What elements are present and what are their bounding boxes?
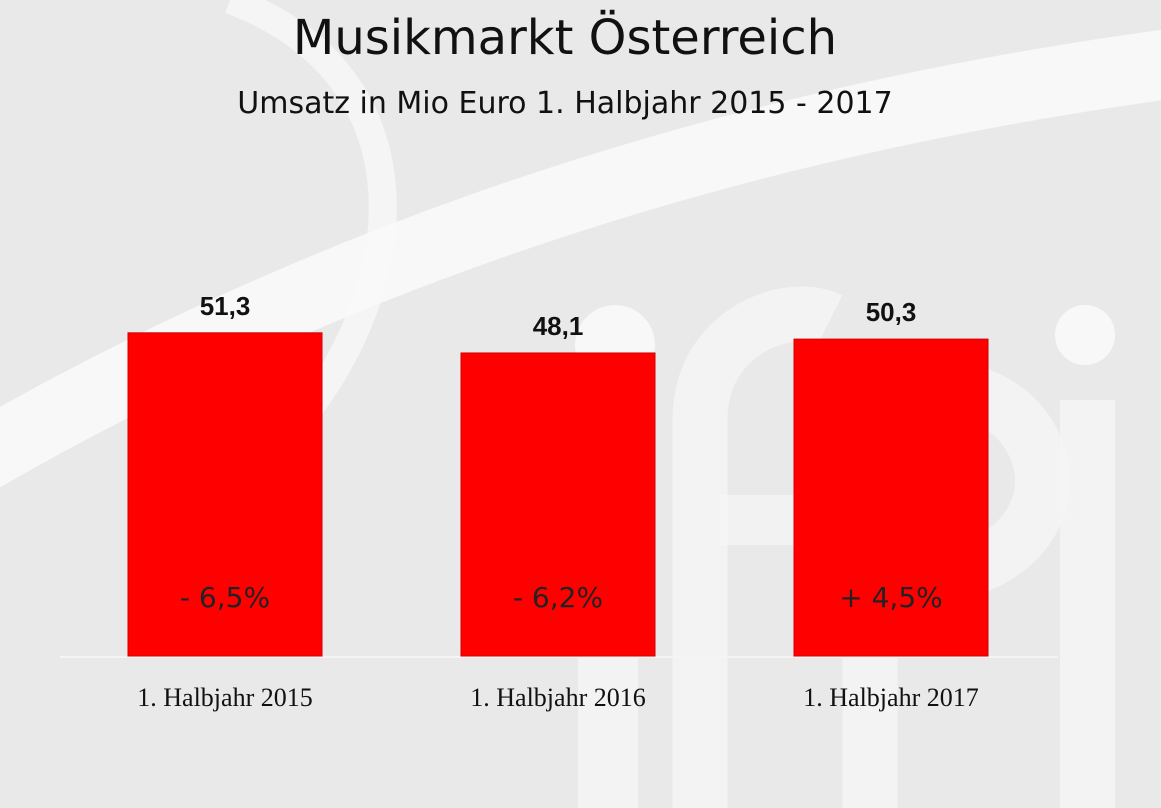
bar [460, 352, 656, 657]
bar-change-label: - 6,2% [513, 581, 603, 614]
bar-change-label: - 6,5% [180, 581, 270, 614]
x-tick-label: 1. Halbjahr 2016 [470, 683, 645, 712]
x-tick-label: 1. Halbjahr 2015 [137, 683, 312, 712]
x-tick-label: 1. Halbjahr 2017 [803, 683, 978, 712]
bar-value-label: 50,3 [866, 297, 917, 327]
bar-value-label: 48,1 [533, 311, 584, 341]
bar-change-label: + 4,5% [839, 581, 943, 614]
chart-title: Musikmarkt Österreich [292, 10, 838, 66]
chart-subtitle: Umsatz in Mio Euro 1. Halbjahr 2015 - 20… [237, 86, 893, 121]
bar [793, 338, 989, 657]
bar-value-label: 51,3 [200, 291, 251, 321]
bar [127, 332, 323, 657]
